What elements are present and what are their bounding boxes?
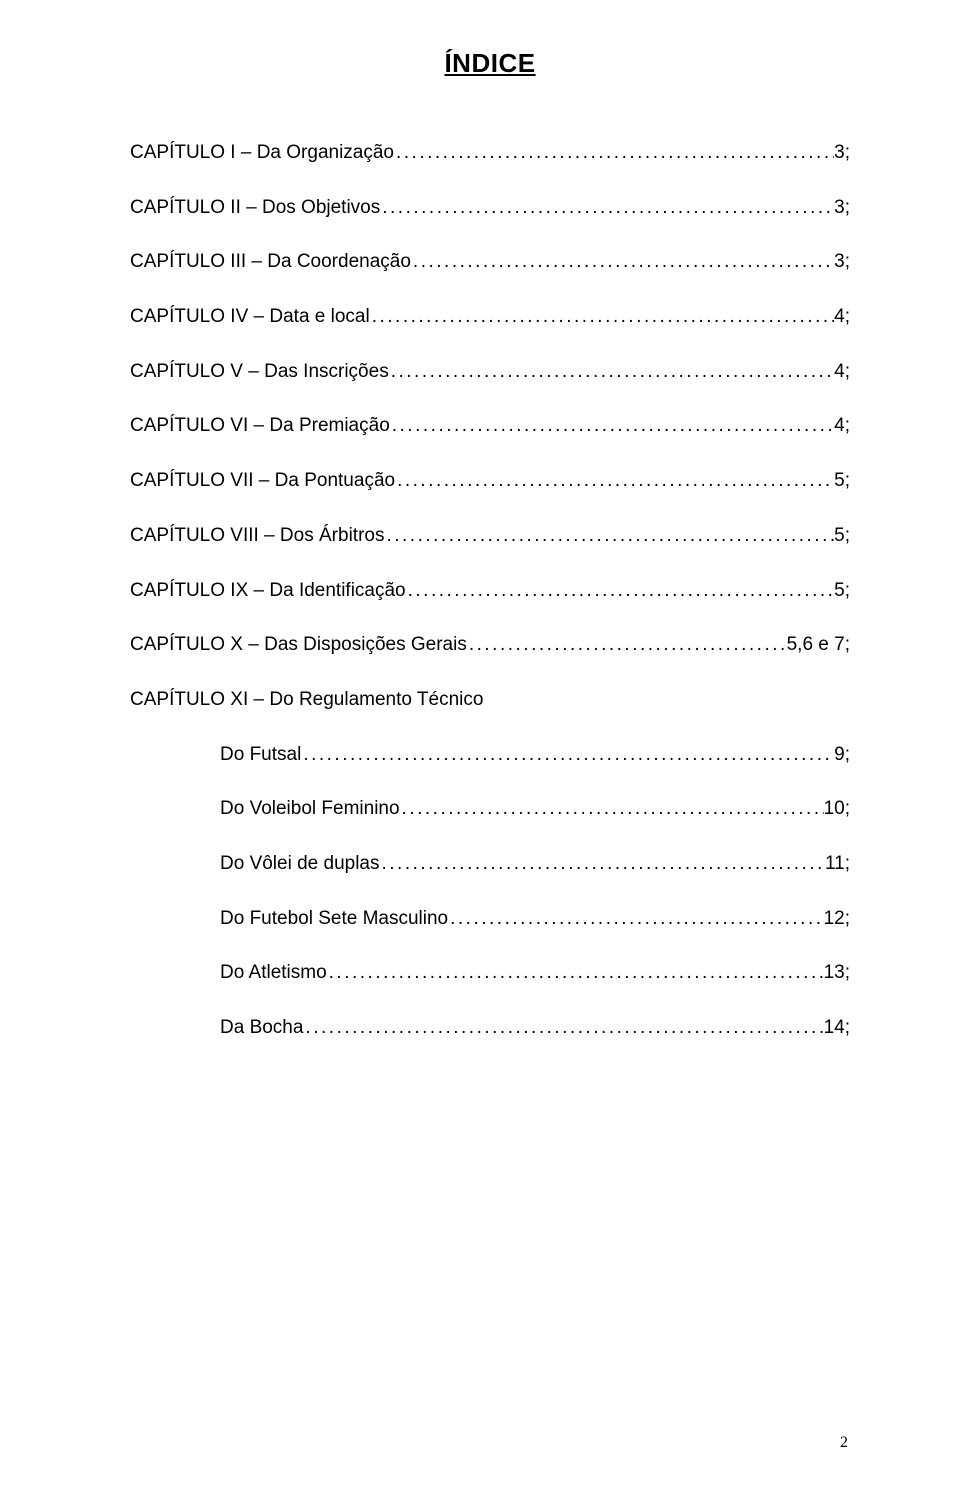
toc-entry-label: CAPÍTULO VIII – Dos Árbitros — [130, 524, 384, 549]
toc-entry-page: 5,6 e 7; — [787, 633, 850, 658]
toc-entry: CAPÍTULO VI – Da Premiação 4; — [130, 414, 850, 439]
toc-entry: CAPÍTULO XI – Do Regulamento Técnico — [130, 688, 850, 713]
toc-leader-dots — [448, 907, 823, 932]
toc-entry: CAPÍTULO V – Das Inscrições 4; — [130, 360, 850, 385]
toc-entry-page: 5; — [834, 469, 850, 494]
toc-entry-page: 3; — [834, 196, 850, 221]
toc-entry: Do Futebol Sete Masculino 12; — [130, 907, 850, 932]
toc-entry-label: Da Bocha — [220, 1016, 303, 1041]
page-number: 2 — [840, 1434, 848, 1452]
toc-entry-label: CAPÍTULO VI – Da Premiação — [130, 414, 390, 439]
toc-entry-page: 5; — [834, 579, 850, 604]
toc-leader-dots — [370, 305, 834, 330]
toc-entry-label: CAPÍTULO X – Das Disposições Gerais — [130, 633, 467, 658]
toc-leader-dots — [406, 579, 835, 604]
toc-entry-label: CAPÍTULO XI – Do Regulamento Técnico — [130, 688, 483, 713]
toc-entry: CAPÍTULO IX – Da Identificação 5; — [130, 579, 850, 604]
toc-entry-label: Do Futsal — [220, 743, 301, 768]
toc-leader-dots — [467, 633, 787, 658]
toc-entry-label: CAPÍTULO I – Da Organização — [130, 141, 394, 166]
toc-entry-label: Do Atletismo — [220, 961, 327, 986]
toc-entry-page: 4; — [834, 305, 850, 330]
toc-entry: Da Bocha 14; — [130, 1016, 850, 1041]
toc-entry: CAPÍTULO IV – Data e local 4; — [130, 305, 850, 330]
toc-entry-label: CAPÍTULO III – Da Coordenação — [130, 250, 411, 275]
toc-leader-dots — [395, 469, 834, 494]
toc-leader-dots — [380, 852, 825, 877]
toc-entry-page: 14; — [824, 1016, 850, 1041]
toc-entry-label: CAPÍTULO V – Das Inscrições — [130, 360, 389, 385]
toc-entry: Do Futsal 9; — [130, 743, 850, 768]
toc-entry: Do Voleibol Feminino 10; — [130, 797, 850, 822]
toc-entry-label: CAPÍTULO IV – Data e local — [130, 305, 370, 330]
toc-entry-page: 4; — [834, 414, 850, 439]
toc-entry-page: 10; — [824, 797, 850, 822]
toc-entry-label: Do Vôlei de duplas — [220, 852, 380, 877]
toc-entry: CAPÍTULO I – Da Organização 3; — [130, 141, 850, 166]
toc-leader-dots — [389, 360, 834, 385]
toc-entry: CAPÍTULO VII – Da Pontuação 5; — [130, 469, 850, 494]
toc-entry: CAPÍTULO III – Da Coordenação 3; — [130, 250, 850, 275]
toc-leader-dots — [380, 196, 834, 221]
toc-entry-page: 13; — [824, 961, 850, 986]
toc-entry-label: Do Futebol Sete Masculino — [220, 907, 448, 932]
toc-entry: Do Atletismo 13; — [130, 961, 850, 986]
toc-entry-page: 12; — [824, 907, 850, 932]
toc-leader-dots — [394, 141, 834, 166]
toc-entry-page: 5; — [834, 524, 850, 549]
toc-leader-dots — [303, 1016, 823, 1041]
toc-leader-dots — [301, 743, 834, 768]
toc-entry: CAPÍTULO II – Dos Objetivos 3; — [130, 196, 850, 221]
toc-entry-page: 3; — [834, 141, 850, 166]
page-title: ÍNDICE — [130, 48, 850, 79]
toc-leader-dots — [327, 961, 824, 986]
toc-entry: CAPÍTULO X – Das Disposições Gerais 5,6 e… — [130, 633, 850, 658]
toc-leader-dots — [384, 524, 834, 549]
toc-entry: Do Vôlei de duplas 11; — [130, 852, 850, 877]
toc-leader-dots — [400, 797, 824, 822]
toc-entry-label: Do Voleibol Feminino — [220, 797, 400, 822]
table-of-contents: CAPÍTULO I – Da Organização3;CAPÍTULO II… — [130, 141, 850, 1041]
toc-entry-label: CAPÍTULO IX – Da Identificação — [130, 579, 406, 604]
toc-entry-label: CAPÍTULO VII – Da Pontuação — [130, 469, 395, 494]
toc-entry-page: 11; — [825, 852, 850, 877]
toc-entry-label: CAPÍTULO II – Dos Objetivos — [130, 196, 380, 221]
toc-entry-page: 3; — [834, 250, 850, 275]
toc-entry: CAPÍTULO VIII – Dos Árbitros 5; — [130, 524, 850, 549]
document-page: ÍNDICE CAPÍTULO I – Da Organização3;CAPÍ… — [0, 0, 960, 1494]
toc-leader-dots — [390, 414, 834, 439]
toc-entry-page: 9; — [834, 743, 850, 768]
toc-leader-dots — [411, 250, 834, 275]
toc-entry-page: 4; — [834, 360, 850, 385]
